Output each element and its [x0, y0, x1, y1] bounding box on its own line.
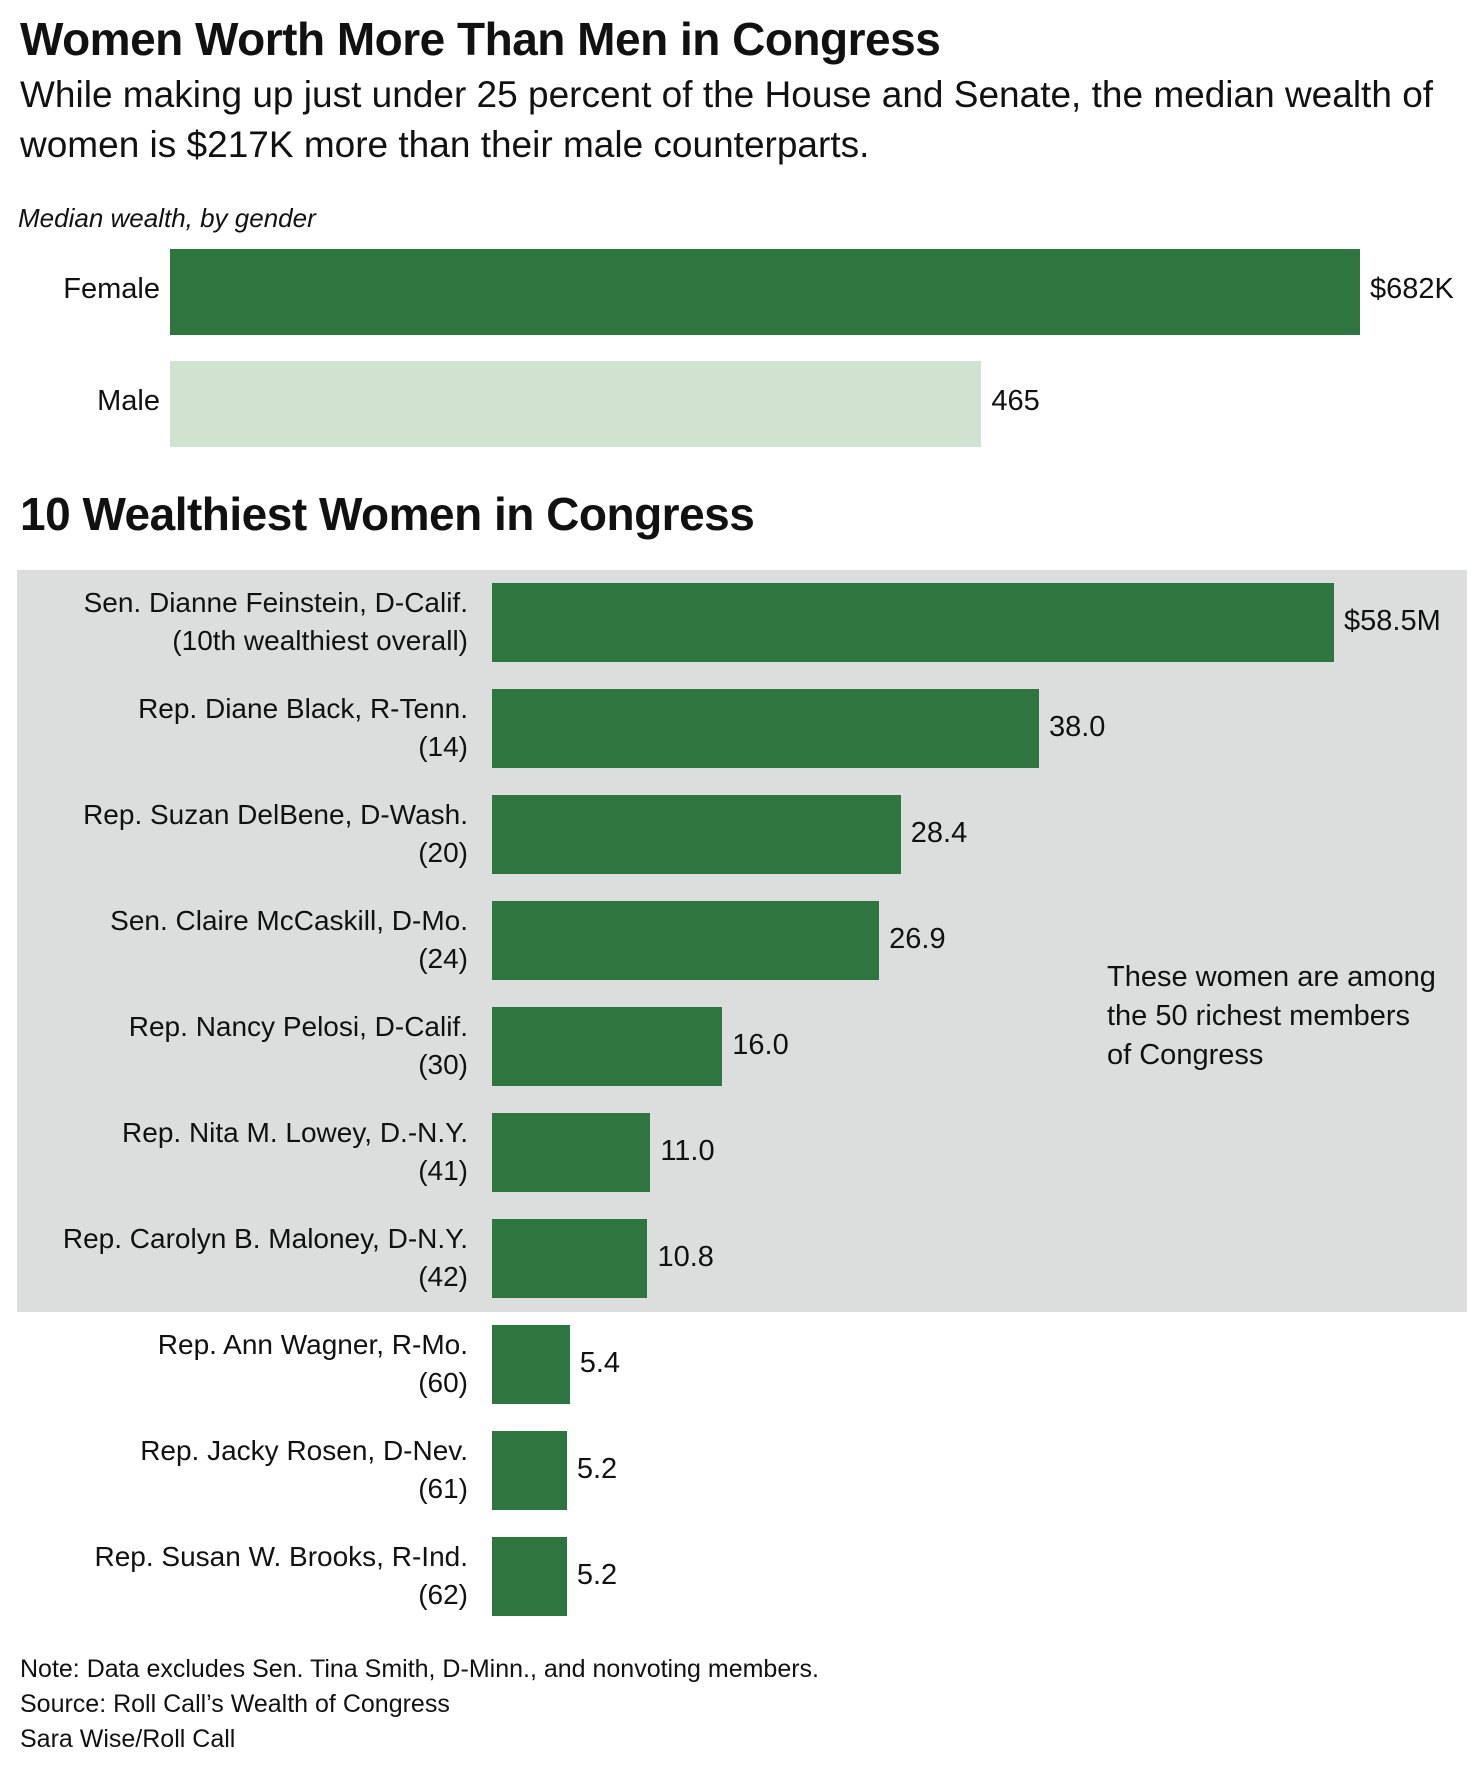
member-name: Rep. Nancy Pelosi, D-Calif. [128, 1011, 468, 1042]
member-name: Rep. Jacky Rosen, D-Nev. [140, 1435, 468, 1466]
value-label: 11.0 [660, 1135, 715, 1167]
bar-member [492, 1431, 567, 1510]
bar-member [492, 1113, 651, 1192]
category-label: Male [97, 385, 160, 417]
bar-member [492, 901, 880, 980]
value-label: $58.5M [1344, 605, 1441, 637]
member-name: Rep. Nita M. Lowey, D.-N.Y. [122, 1117, 468, 1148]
member-label: Rep. Diane Black, R-Tenn. (14) [138, 690, 468, 766]
bar-female [170, 249, 1360, 335]
chart-subtitle: While making up just under 25 percent of… [20, 74, 1434, 165]
top10-chart-title: 10 Wealthiest Women in Congress [20, 488, 755, 540]
value-label: 16.0 [732, 1029, 789, 1061]
member-label: Rep. Jacky Rosen, D-Nev. (61) [140, 1432, 468, 1508]
member-rank: (24) [418, 943, 468, 974]
bar-member [492, 689, 1039, 768]
footer-source: Source: Roll Call’s Wealth of Congress [20, 1690, 450, 1718]
member-rank: (30) [418, 1049, 468, 1080]
top50-annotation: These women are among the 50 richest mem… [1107, 961, 1436, 1071]
value-label: 26.9 [889, 923, 946, 955]
value-label: 465 [991, 385, 1040, 417]
value-label: 38.0 [1048, 711, 1106, 743]
value-label: 28.4 [910, 817, 968, 849]
value-label: $682K [1370, 273, 1454, 305]
member-rank: (10th wealthiest overall) [172, 625, 468, 656]
gender-chart-label: Median wealth, by gender [18, 203, 316, 233]
bar-member [492, 583, 1334, 662]
member-label: Rep. Nita M. Lowey, D.-N.Y. (41) [122, 1114, 468, 1190]
member-name: Rep. Susan W. Brooks, R-Ind. [94, 1541, 469, 1572]
member-label: Rep. Suzan DelBene, D-Wash. (20) [83, 796, 468, 872]
member-name: Rep. Carolyn B. Maloney, D-N.Y. [62, 1223, 468, 1254]
bar-member [492, 1219, 648, 1298]
bar-member [492, 1537, 567, 1616]
bar-member [492, 795, 901, 874]
member-rank: (42) [418, 1261, 468, 1292]
bar-member [492, 1007, 723, 1086]
footer-note: Note: Data excludes Sen. Tina Smith, D-M… [20, 1655, 819, 1683]
member-rank: (41) [418, 1155, 468, 1186]
chart-title: Women Worth More Than Men in Congress [20, 13, 941, 65]
member-name: Rep. Ann Wagner, R-Mo. [157, 1329, 468, 1360]
member-name: Rep. Suzan DelBene, D-Wash. [83, 799, 468, 830]
member-label: Rep. Carolyn B. Maloney, D-N.Y. (42) [63, 1220, 468, 1296]
category-label: Female [63, 273, 160, 305]
member-label: Sen. Claire McCaskill, D-Mo. (24) [110, 902, 468, 978]
member-label: Rep. Ann Wagner, R-Mo. (60) [158, 1326, 468, 1402]
value-label: 5.2 [576, 1453, 618, 1485]
footer-credit: Sara Wise/Roll Call [20, 1725, 236, 1753]
member-name: Sen. Dianne Feinstein, D-Calif. [83, 587, 468, 618]
value-label: 5.2 [576, 1559, 618, 1591]
value-label: 5.4 [579, 1347, 621, 1379]
member-label: Rep. Susan W. Brooks, R-Ind. (62) [95, 1538, 469, 1614]
bar-male [170, 361, 982, 447]
member-rank: (61) [418, 1473, 468, 1504]
member-label: Rep. Nancy Pelosi, D-Calif. (30) [129, 1008, 468, 1084]
member-name: Rep. Diane Black, R-Tenn. [138, 693, 468, 724]
footer: Note: Data excludes Sen. Tina Smith, D-M… [20, 1652, 819, 1757]
bar-member [492, 1325, 570, 1404]
value-label: 10.8 [657, 1241, 714, 1273]
member-rank: (60) [418, 1367, 468, 1398]
member-name: Sen. Claire McCaskill, D-Mo. [110, 905, 468, 936]
member-rank: (20) [418, 837, 468, 868]
member-rank: (14) [418, 731, 468, 762]
member-label: Sen. Dianne Feinstein, D-Calif. (10th wea… [84, 584, 468, 660]
member-rank: (62) [418, 1579, 468, 1610]
